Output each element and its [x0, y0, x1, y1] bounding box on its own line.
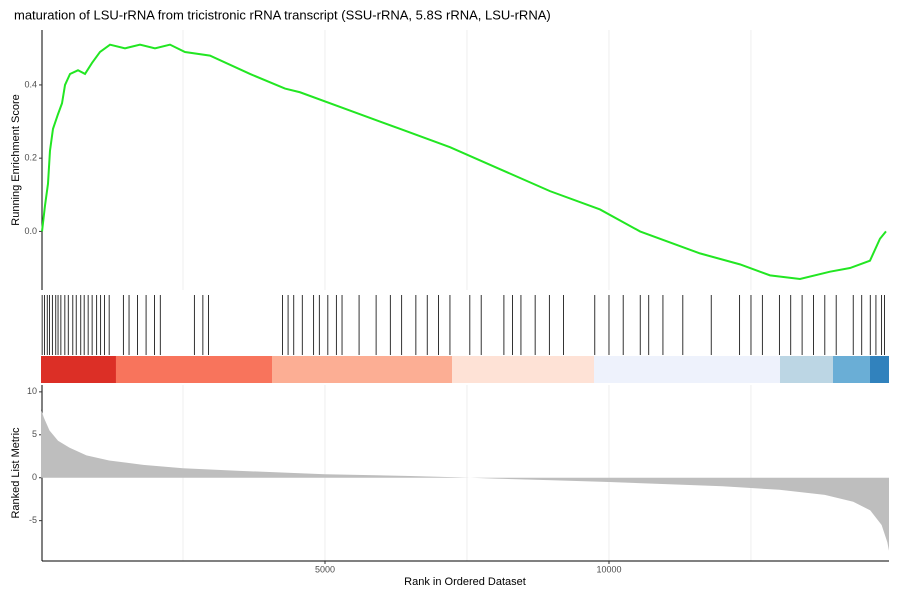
metric-area: [41, 409, 889, 551]
y-tick-label: 0.2: [24, 153, 37, 163]
color-band: [780, 356, 833, 383]
y-tick-label: 10: [27, 386, 37, 396]
y-axis-label: Ranked List Metric: [10, 427, 22, 519]
x-axis-label: Rank in Ordered Dataset: [404, 576, 526, 588]
enrichment-line: [41, 43, 887, 281]
x-tick-label: 10000: [596, 564, 621, 574]
color-band: [271, 356, 452, 383]
color-band: [832, 356, 870, 383]
y-tick-label: -5: [29, 515, 37, 525]
color-band: [451, 356, 594, 383]
y-tick-label: 0.0: [24, 226, 37, 236]
color-band: [593, 356, 781, 383]
x-tick-label: 5000: [315, 564, 335, 574]
y-tick-label: 0: [32, 472, 37, 482]
y-tick-label: 0.4: [24, 79, 37, 89]
y-axis-label: Running Enrichment Score: [10, 94, 22, 225]
color-band: [115, 356, 272, 383]
color-band: [869, 356, 889, 383]
y-tick-label: 5: [32, 429, 37, 439]
color-band: [41, 356, 116, 383]
chart-title: maturation of LSU-rRNA from tricistronic…: [14, 7, 551, 22]
